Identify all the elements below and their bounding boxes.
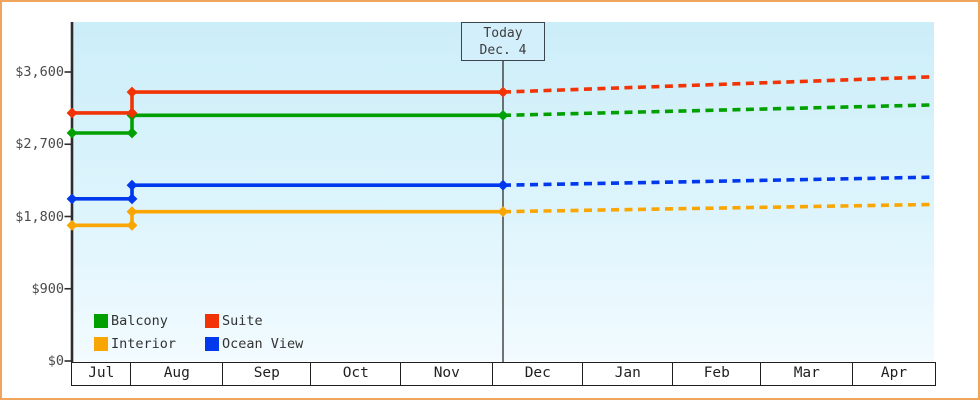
series-history-line-ocean-view <box>72 183 503 201</box>
data-point-marker <box>66 107 78 119</box>
data-point-marker <box>126 86 138 98</box>
legend-swatch-icon <box>205 337 219 351</box>
legend-item-ocean-view: Ocean View <box>205 336 303 352</box>
data-point-marker <box>126 193 138 205</box>
data-point-marker <box>126 219 138 231</box>
data-point-marker <box>126 107 138 119</box>
legend-label: Suite <box>222 313 263 329</box>
month-cell-dec: Dec <box>492 362 584 386</box>
data-point-marker <box>126 206 138 218</box>
month-cell-nov: Nov <box>400 362 494 386</box>
data-point-marker <box>126 127 138 139</box>
month-cell-mar: Mar <box>760 362 854 386</box>
month-cell-apr: Apr <box>852 362 936 386</box>
month-cell-jul: Jul <box>71 362 132 386</box>
data-point-marker <box>66 193 78 205</box>
y-tick-label: $3,600 <box>15 64 64 80</box>
data-point-marker <box>126 179 138 191</box>
series-projection-line-interior <box>502 202 934 214</box>
series-projection-line-balcony <box>502 103 934 118</box>
series-history-line-suite <box>72 90 503 115</box>
data-point-marker <box>66 219 78 231</box>
series-projection-line-suite <box>502 75 934 94</box>
y-tick-label: $2,700 <box>15 136 64 153</box>
legend-item-balcony: Balcony <box>94 313 191 329</box>
month-cell-oct: Oct <box>310 362 402 386</box>
data-point-marker <box>497 179 509 191</box>
legend-item-interior: Interior <box>94 336 191 352</box>
legend-label: Ocean View <box>222 336 304 352</box>
data-point-marker <box>497 206 509 218</box>
legend-label: Balcony <box>111 313 168 329</box>
y-tick-label: $900 <box>31 280 64 297</box>
legend-swatch-icon <box>94 314 108 328</box>
today-marker-box: Today Dec. 4 <box>461 22 545 61</box>
today-label: Today <box>483 25 523 41</box>
month-cell-jan: Jan <box>582 362 674 386</box>
legend-swatch-icon <box>94 337 108 351</box>
y-tick-label: $1,800 <box>15 208 64 225</box>
month-cell-aug: Aug <box>130 362 224 386</box>
data-point-marker <box>497 109 509 121</box>
legend-swatch-icon <box>205 314 219 328</box>
data-point-marker <box>66 127 78 139</box>
series-history-line-interior <box>72 209 503 228</box>
legend: Balcony Suite Interior Ocean View <box>94 313 303 352</box>
legend-label: Interior <box>111 336 177 352</box>
legend-item-suite: Suite <box>205 313 303 329</box>
month-cell-sep: Sep <box>222 362 312 386</box>
data-point-marker <box>497 86 509 98</box>
series-history-line-balcony <box>72 113 503 135</box>
series-projection-line-ocean-view <box>502 175 934 187</box>
y-tick-label: $0 <box>47 353 64 369</box>
month-cell-feb: Feb <box>672 362 762 386</box>
today-date-label: Dec. 4 <box>479 42 527 58</box>
